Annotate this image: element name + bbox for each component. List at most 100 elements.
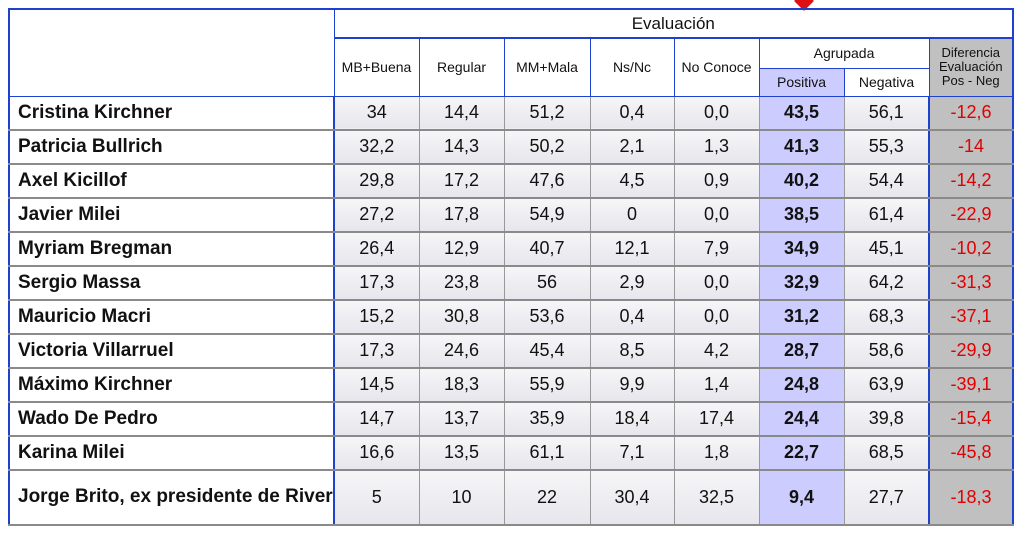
- header-row: Positiva Negativa: [9, 67, 1013, 97]
- value-cell: 32,2: [333, 129, 420, 165]
- name-cell: Karina Milei: [8, 435, 335, 471]
- value-cell: 35,9: [503, 401, 591, 437]
- value-cell: -31,3: [927, 265, 1014, 301]
- value-cell: 55,3: [843, 129, 930, 165]
- header-line: Diferencia: [941, 45, 1001, 61]
- header-line: Pos - Neg: [941, 73, 1000, 89]
- value-cell: -18,3: [927, 469, 1014, 526]
- value-cell: 7,1: [589, 435, 675, 471]
- value-cell: 24,6: [418, 333, 505, 369]
- value-cell: -14,2: [927, 163, 1014, 199]
- row: Mauricio Macri 15,2 30,8 53,6 0,4 0,0 31,2 68,3…: [8, 299, 1014, 335]
- value-cell: 0,0: [673, 265, 760, 301]
- value-cell: -15,4: [927, 401, 1014, 437]
- value-cell: 13,5: [418, 435, 505, 471]
- value-cell: 0,4: [589, 299, 675, 335]
- value-cell: 40,7: [503, 231, 591, 267]
- value-cell: 68,5: [843, 435, 930, 471]
- value-cell: 14,3: [418, 129, 505, 165]
- value-cell: -10,2: [927, 231, 1014, 267]
- value-cell: 0,0: [673, 96, 760, 131]
- value-cell: 55,9: [503, 367, 591, 403]
- value-cell: 17,3: [333, 265, 420, 301]
- column-header: Positiva: [758, 67, 845, 97]
- name-cell: Victoria Villarruel: [8, 333, 335, 369]
- value-cell: -45,8: [927, 435, 1014, 471]
- value-cell: 22: [503, 469, 591, 526]
- value-cell: 43,5: [758, 96, 845, 131]
- value-cell: 10: [418, 469, 505, 526]
- value-cell: 31,2: [758, 299, 845, 335]
- value-cell: 2,9: [589, 265, 675, 301]
- value-cell: 24,8: [758, 367, 845, 403]
- value-cell: 38,5: [758, 197, 845, 233]
- value-cell: 0,0: [673, 299, 760, 335]
- value-cell: 14,4: [418, 96, 505, 131]
- value-cell: 0,4: [589, 96, 675, 131]
- value-cell: -14: [927, 129, 1014, 165]
- value-cell: 30,8: [418, 299, 505, 335]
- value-cell: 7,9: [673, 231, 760, 267]
- value-cell: 63,9: [843, 367, 930, 403]
- value-cell: 29,8: [333, 163, 420, 199]
- value-cell: 14,7: [333, 401, 420, 437]
- value-cell: 53,6: [503, 299, 591, 335]
- header-row: MB+Buena Regular MM+Mala Ns/Nc No Conoce…: [9, 37, 1014, 97]
- row: Axel Kicillof 29,8 17,2 47,6 4,5 0,9 40,2 54,4-…: [8, 163, 1014, 199]
- header-row: Evaluación: [8, 8, 1014, 97]
- value-cell: 1,3: [673, 129, 760, 165]
- value-cell: -12,6: [927, 96, 1014, 131]
- value-cell: 0: [589, 197, 675, 233]
- value-cell: -29,9: [927, 333, 1014, 369]
- diferencia-header: Diferencia Evaluación Pos - Neg: [928, 37, 1014, 97]
- value-cell: 68,3: [843, 299, 930, 335]
- value-cell: 28,7: [758, 333, 845, 369]
- name-cell: Wado De Pedro: [8, 401, 335, 437]
- row: Victoria Villarruel 17,3 24,6 45,4 8,5 4,2 28,…: [8, 333, 1014, 369]
- row: Patricia Bullrich 32,2 14,3 50,2 2,1 1,3 41,3 5…: [8, 129, 1014, 165]
- column-header: Regular: [418, 37, 505, 97]
- value-cell: 9,9: [589, 367, 675, 403]
- name-cell: Mauricio Macri: [8, 299, 335, 335]
- row: Máximo Kirchner 14,5 18,3 55,9 9,9 1,4 24,8 63,…: [8, 367, 1014, 403]
- value-cell: 14,5: [333, 367, 420, 403]
- value-cell: 17,4: [673, 401, 760, 437]
- value-cell: 4,2: [673, 333, 760, 369]
- value-cell: -22,9: [927, 197, 1014, 233]
- value-cell: 56,1: [843, 96, 930, 131]
- value-cell: 12,1: [589, 231, 675, 267]
- value-cell: -37,1: [927, 299, 1014, 335]
- row: Cristina Kirchner 34 14,4 51,2 0,4 0,0 43,5 56,…: [8, 96, 1014, 131]
- value-cell: 54,9: [503, 197, 591, 233]
- value-cell: 50,2: [503, 129, 591, 165]
- value-cell: 0,9: [673, 163, 760, 199]
- value-cell: 64,2: [843, 265, 930, 301]
- value-cell: 58,6: [843, 333, 930, 369]
- name-cell: Máximo Kirchner: [8, 367, 335, 403]
- value-cell: 4,5: [589, 163, 675, 199]
- value-cell: 24,4: [758, 401, 845, 437]
- header-line: Evaluación: [938, 59, 1003, 75]
- name-cell: Patricia Bullrich: [8, 129, 335, 165]
- value-cell: 12,9: [418, 231, 505, 267]
- value-cell: 41,3: [758, 129, 845, 165]
- value-cell: 13,7: [418, 401, 505, 437]
- row: Javier Milei 27,2 17,8 54,9 0 0,0 38,5 61,4 -22,…: [8, 197, 1014, 233]
- value-cell: 17,2: [418, 163, 505, 199]
- value-cell: 17,3: [333, 333, 420, 369]
- column-header: MB+Buena: [333, 37, 420, 97]
- value-cell: 18,3: [418, 367, 505, 403]
- value-cell: 16,6: [333, 435, 420, 471]
- agrupada-header: Agrupada: [758, 37, 930, 69]
- name-cell: Sergio Massa: [8, 265, 335, 301]
- value-cell: 0,0: [673, 197, 760, 233]
- value-cell: 54,4: [843, 163, 930, 199]
- corner-cell: [8, 8, 335, 97]
- row: Jorge Brito, ex presidente de River 5 10 22…: [8, 469, 1014, 526]
- value-cell: 39,8: [843, 401, 930, 437]
- value-cell: 15,2: [333, 299, 420, 335]
- value-cell: 40,2: [758, 163, 845, 199]
- value-cell: 56: [503, 265, 591, 301]
- evaluacion-header: Evaluación: [333, 8, 1014, 39]
